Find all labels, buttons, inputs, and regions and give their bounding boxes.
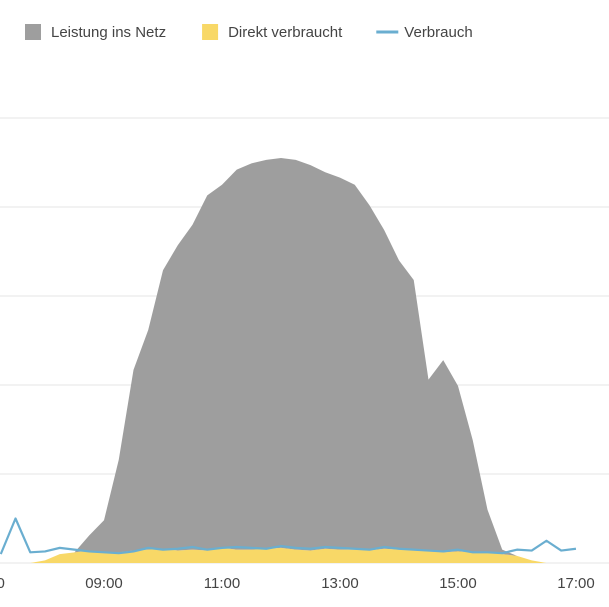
x-tick-label: 07:00: [0, 575, 5, 592]
area: [0, 158, 576, 564]
legend-item: Verbrauch: [376, 24, 473, 41]
line: [0, 517, 577, 555]
area: [0, 547, 576, 563]
legend-swatch: [25, 24, 41, 40]
legend-item: Leistung ins Netz: [25, 24, 166, 41]
legend-label: Leistung ins Netz: [51, 24, 166, 41]
legend-label: Verbrauch: [404, 24, 472, 41]
legend-swatch: [202, 24, 219, 40]
legend-label: Direkt verbraucht: [228, 24, 343, 41]
x-tick-label: 09:00: [85, 575, 123, 592]
legend-item: Direkt verbraucht: [202, 24, 343, 41]
x-tick-label: 15:00: [439, 575, 477, 592]
x-tick-label: 17:00: [557, 575, 595, 592]
x-tick-label: 11:00: [204, 575, 240, 592]
x-tick-label: 13:00: [321, 575, 359, 592]
